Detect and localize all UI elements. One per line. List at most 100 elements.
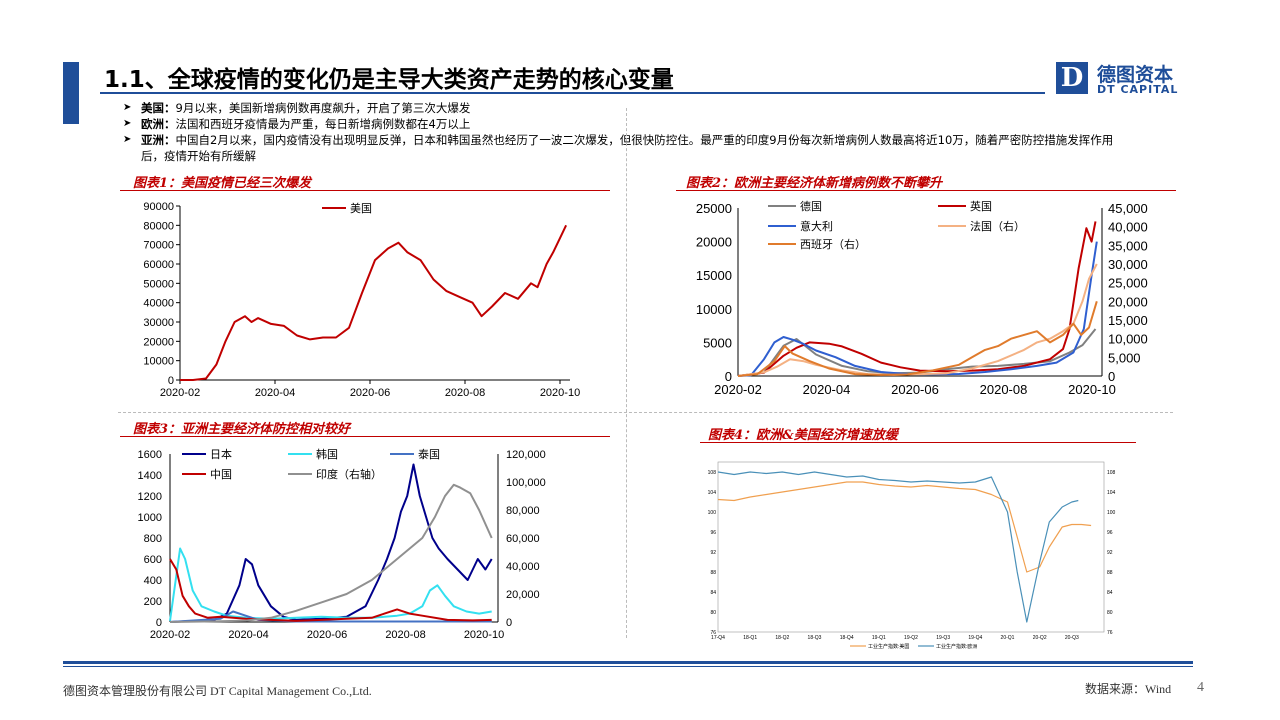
y-left-tick-label: 200 xyxy=(144,596,162,608)
page-number: 4 xyxy=(1197,680,1204,695)
x-tick-label: 19-Q3 xyxy=(936,635,950,641)
y-left-tick-label: 1400 xyxy=(138,470,162,482)
chart2-europe-cases: 0 5000 10000 15000 20000 25000 0 5,000 10,000 15,… xyxy=(696,199,1148,397)
series-line-3 xyxy=(737,263,1098,377)
y-tick-label: 70000 xyxy=(143,240,174,252)
y-left-tick-label: 92 xyxy=(710,550,716,556)
y-right-tick-label: 96 xyxy=(1107,530,1113,536)
chart3-asia-cases: 0 200 400 600 800 1000 1200 1400 1600 0 20,000 40,0… xyxy=(138,447,546,641)
y-left-tick-label: 104 xyxy=(708,490,717,496)
legend-label: 德国 xyxy=(800,199,822,213)
legend-label: 韩国 xyxy=(316,447,338,461)
y-left-tick-label: 0 xyxy=(156,617,162,629)
x-tick-label: 20-Q1 xyxy=(1001,635,1015,641)
y-right-tick-label: 40,000 xyxy=(506,561,540,573)
x-tick-label: 18-Q2 xyxy=(775,635,789,641)
series-line-ip-eu xyxy=(717,471,1079,623)
y-left-tick-label: 0 xyxy=(725,369,732,384)
series-line-4 xyxy=(169,483,493,623)
x-tick-label: 2020-02 xyxy=(714,382,762,397)
chart3-title-rule xyxy=(120,436,610,437)
y-tick-label: 90000 xyxy=(143,201,174,213)
y-left-tick-label: 800 xyxy=(144,533,162,545)
logo-text-en: DT CAPITAL xyxy=(1097,83,1179,96)
footer-rule xyxy=(63,661,1193,664)
y-right-tick-label: 60,000 xyxy=(506,533,540,545)
y-tick-label: 60000 xyxy=(143,259,174,271)
y-right-tick-label: 45,000 xyxy=(1108,201,1148,216)
y-tick-label: 40000 xyxy=(143,298,174,310)
x-tick-label: 2020-02 xyxy=(160,387,200,399)
x-tick-label: 18-Q4 xyxy=(840,635,854,641)
chart1-title: 图表1：美国疫情已经三次爆发 xyxy=(133,176,312,191)
bullet-key: 美国： xyxy=(141,101,176,115)
y-left-tick-label: 1600 xyxy=(138,449,162,461)
y-right-tick-label: 100,000 xyxy=(506,477,546,489)
bullet-key: 欧洲： xyxy=(141,117,176,131)
y-right-tick-label: 92 xyxy=(1107,550,1113,556)
bullet-text: 法国和西班牙疫情最为严重，每日新增病例数都在4万以上 xyxy=(175,117,471,131)
series-line-1 xyxy=(169,547,492,622)
title-accent-bar xyxy=(63,62,79,124)
legend-label-ip-us: 工业生产指数:美国 xyxy=(868,643,909,650)
legend-label-us: 美国 xyxy=(350,202,372,215)
series-line-ip-us xyxy=(717,481,1092,573)
legend-label: 西班牙（右） xyxy=(800,237,866,251)
x-tick-label: 19-Q4 xyxy=(968,635,982,641)
y-right-tick-label: 20,000 xyxy=(1108,294,1148,309)
y-left-tick-label: 96 xyxy=(710,530,716,536)
arrow-icon: ➤ xyxy=(123,118,132,129)
y-tick-label: 30000 xyxy=(143,317,174,329)
x-tick-label: 18-Q1 xyxy=(743,635,757,641)
y-left-tick-label: 1000 xyxy=(138,512,162,524)
bullet-text: 9月以来，美国新增病例数再度飙升，开启了第三次大爆发 xyxy=(175,101,471,115)
x-tick-label: 2020-02 xyxy=(150,629,190,641)
x-tick-label: 20-Q2 xyxy=(1033,635,1047,641)
bullet-us: ➤ 美国：9月以来，美国新增病例数再度飙升，开启了第三次大爆发 xyxy=(123,100,1123,116)
title-underline xyxy=(100,92,1045,94)
y-left-tick-label: 15000 xyxy=(696,268,732,283)
y-right-tick-label: 15,000 xyxy=(1108,313,1148,328)
y-left-tick-label: 10000 xyxy=(696,302,732,317)
logo-text-cn: 德图资本 xyxy=(1097,64,1174,86)
x-tick-label: 2020-10 xyxy=(540,387,580,399)
legend-label: 中国 xyxy=(210,468,232,481)
chart2-title: 图表2：欧洲主要经济体新增病例数不断攀升 xyxy=(686,176,943,191)
y-right-tick-label: 10,000 xyxy=(1108,332,1148,347)
series-line-us xyxy=(180,224,568,381)
vertical-divider xyxy=(626,108,627,638)
legend-label: 印度（右轴） xyxy=(316,467,382,481)
y-right-tick-label: 30,000 xyxy=(1108,257,1148,272)
plot-frame xyxy=(717,461,1105,633)
x-tick-label: 2020-06 xyxy=(891,382,939,397)
legend-label: 英国 xyxy=(970,199,992,213)
horizontal-divider xyxy=(118,412,1173,413)
x-tick-label: 2020-06 xyxy=(350,387,390,399)
x-tick-label: 2020-08 xyxy=(980,382,1028,397)
legend-label: 日本 xyxy=(210,447,232,461)
y-right-tick-label: 108 xyxy=(1107,470,1116,476)
series-line-2 xyxy=(737,241,1098,377)
x-tick-label: 18-Q3 xyxy=(808,635,822,641)
y-right-tick-label: 0 xyxy=(1108,369,1115,384)
y-right-tick-label: 104 xyxy=(1107,490,1116,496)
x-tick-label: 2020-10 xyxy=(464,629,504,641)
y-right-tick-label: 0 xyxy=(506,617,512,629)
y-tick-label: 0 xyxy=(168,375,174,387)
x-tick-label: 17-Q4 xyxy=(711,635,725,641)
y-left-tick-label: 88 xyxy=(710,570,716,576)
y-left-tick-label: 1200 xyxy=(138,491,162,503)
y-tick-label: 20000 xyxy=(143,336,174,348)
bullet-text: 中国自2月以来，国内疫情没有出现明显反弹，日本和韩国虽然也经历了一波二次爆发，但… xyxy=(141,133,1114,163)
y-left-tick-label: 20000 xyxy=(696,235,732,250)
y-left-tick-label: 5000 xyxy=(703,335,732,350)
bullet-asia: ➤ 亚洲：中国自2月以来，国内疫情没有出现明显反弹，日本和韩国虽然也经历了一波二次… xyxy=(123,132,1123,164)
x-tick-label: 2020-08 xyxy=(445,387,485,399)
y-left-tick-label: 400 xyxy=(144,575,162,587)
y-right-tick-label: 5,000 xyxy=(1108,350,1141,365)
y-right-tick-label: 100 xyxy=(1107,510,1116,516)
y-tick-label: 80000 xyxy=(143,220,174,232)
chart2-title-rule xyxy=(676,190,1176,191)
y-right-tick-label: 20,000 xyxy=(506,589,540,601)
x-tick-label: 2020-04 xyxy=(255,387,295,399)
